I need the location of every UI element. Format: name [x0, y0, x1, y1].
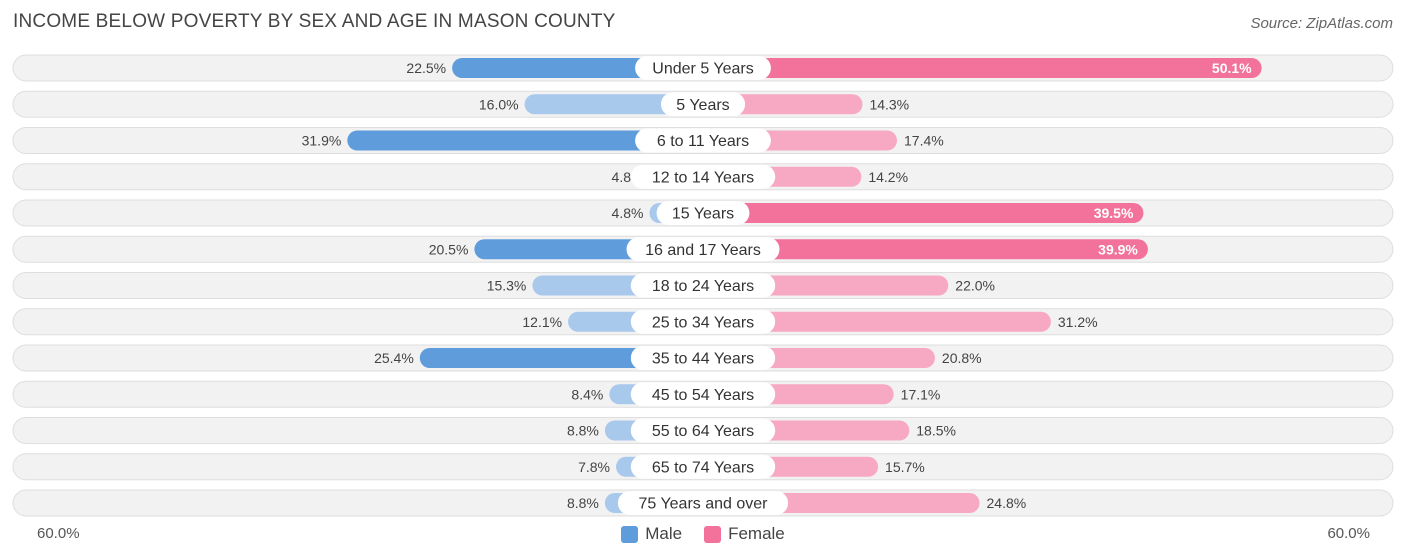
- male-bar: [347, 130, 703, 151]
- female-value-label: 20.8%: [942, 350, 982, 366]
- male-value-label: 25.4%: [374, 350, 414, 366]
- axis-right-label: 60.0%: [1327, 525, 1370, 542]
- category-label: 75 Years and over: [639, 496, 769, 513]
- category-label: 15 Years: [672, 206, 734, 223]
- category-label: Under 5 Years: [652, 61, 753, 78]
- category-label-pill: [660, 92, 746, 117]
- legend-male-label: Male: [645, 524, 683, 543]
- male-bar: [524, 94, 703, 115]
- female-value-label: 50.1%: [1212, 60, 1252, 76]
- category-label-pill: [635, 56, 771, 80]
- category-label-pill: [630, 309, 776, 334]
- male-value-label: 16.0%: [479, 96, 519, 112]
- legend-male-swatch: [621, 525, 639, 543]
- male-value-label: 31.9%: [302, 133, 342, 149]
- female-value-label: 39.5%: [1094, 205, 1134, 221]
- male-value-label: 15.3%: [487, 278, 527, 294]
- female-value-label: 18.5%: [916, 423, 956, 439]
- female-bar: [703, 239, 1148, 260]
- category-label-pill: [630, 418, 776, 443]
- male-value-label: 12.1%: [522, 314, 562, 330]
- category-label: 6 to 11 Years: [657, 133, 749, 150]
- category-label-pill: [630, 346, 776, 370]
- female-value-label: 39.9%: [1098, 241, 1138, 257]
- female-value-label: 14.2%: [868, 169, 908, 185]
- category-label: 16 and 17 Years: [645, 242, 761, 259]
- female-bar: [703, 311, 1051, 332]
- legend: Male Female: [0, 524, 1406, 544]
- category-label-pill: [656, 201, 750, 225]
- male-value-label: 22.5%: [406, 60, 446, 76]
- female-bar: [703, 58, 1262, 78]
- male-value-label: 8.8%: [567, 423, 599, 439]
- category-label: 55 to 64 Years: [652, 423, 754, 440]
- category-label-pill: [617, 491, 789, 515]
- chart-canvas: 22.5% 50.1% Under 5 Years 16.0% 14.3% 5 Years…: [12, 54, 1394, 517]
- male-value-label: 7.8%: [578, 459, 610, 475]
- female-value-label: 17.4%: [904, 133, 944, 149]
- category-label-pill: [635, 128, 771, 153]
- category-label: 45 to 54 Years: [652, 387, 754, 404]
- female-value-label: 15.7%: [885, 459, 925, 475]
- category-label-pill: [630, 454, 776, 479]
- axis-left-label: 60.0%: [37, 525, 80, 542]
- female-value-label: 24.8%: [987, 495, 1027, 511]
- category-label: 65 to 74 Years: [652, 459, 754, 476]
- legend-female-swatch: [704, 525, 722, 543]
- legend-female-label: Female: [728, 524, 785, 543]
- category-label: 12 to 14 Years: [652, 169, 754, 186]
- category-label: 25 to 34 Years: [652, 314, 754, 331]
- chart-title: INCOME BELOW POVERTY BY SEX AND AGE IN M…: [13, 11, 616, 32]
- category-label-pill: [626, 237, 780, 262]
- category-label: 18 to 24 Years: [652, 278, 754, 295]
- female-bar: [703, 203, 1144, 223]
- source-note: Source: ZipAtlas.com: [1250, 15, 1393, 32]
- category-label-pill: [630, 273, 776, 298]
- male-value-label: 8.8%: [567, 495, 599, 511]
- male-value-label: 4.8%: [612, 205, 644, 221]
- female-value-label: 14.3%: [869, 96, 909, 112]
- category-label-pill: [630, 164, 776, 189]
- male-value-label: 8.4%: [571, 386, 603, 402]
- male-value-label: 20.5%: [429, 241, 469, 257]
- legend-female: Female: [704, 524, 785, 544]
- category-label: 5 Years: [676, 97, 729, 114]
- category-label: 35 to 44 Years: [652, 351, 754, 368]
- legend-male: Male: [621, 524, 682, 544]
- category-label-pill: [630, 382, 776, 407]
- female-value-label: 17.1%: [901, 386, 941, 402]
- female-value-label: 31.2%: [1058, 314, 1098, 330]
- female-value-label: 22.0%: [955, 278, 995, 294]
